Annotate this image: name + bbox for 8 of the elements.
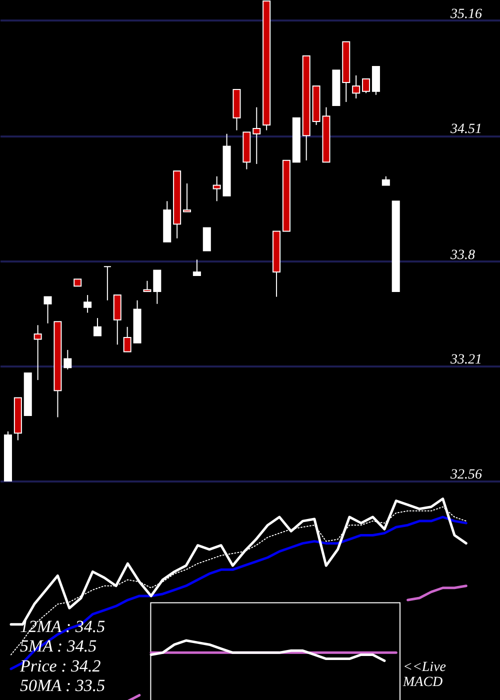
annotation: Price : 34.2 (19, 656, 102, 676)
y-tick-label: 33.8 (450, 248, 475, 263)
annotation: <<Live MACD (402, 660, 446, 690)
y-tick-label: 34.51 (450, 122, 482, 138)
y-tick-label: 33.21 (450, 352, 482, 368)
annotation: 50MA : 33.5 (20, 676, 106, 696)
y-tick-label: 32.56 (450, 468, 482, 482)
y-tick-label: 35.16 (450, 6, 482, 22)
